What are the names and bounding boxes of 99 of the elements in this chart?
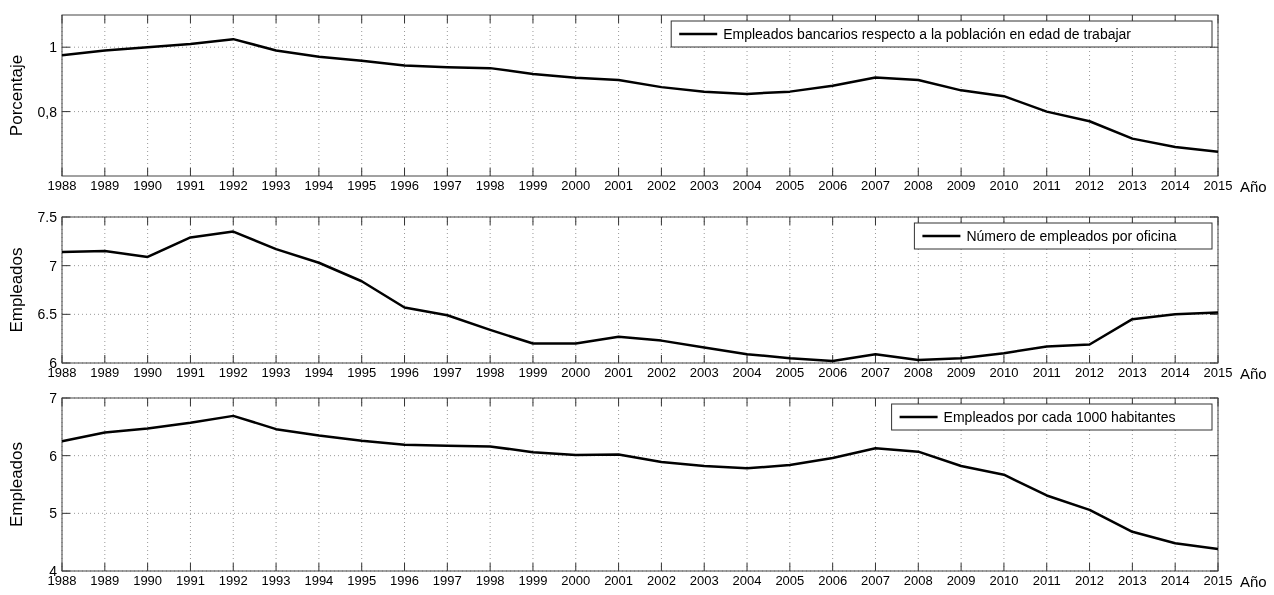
x-tick-label: 1989 [90,178,120,193]
x-tick-label: 1998 [475,178,505,193]
x-tick-label: 2004 [732,365,762,380]
x-tick-label: 2003 [689,365,719,380]
x-tick-label: 1994 [304,365,334,380]
y-axis-title: Empleados [7,441,26,528]
y-tick-label: 7 [49,389,58,406]
x-tick-label: 2015 [1203,573,1233,588]
y-tick-label: 6.5 [37,306,58,323]
x-tick-label: 2000 [561,365,591,380]
x-tick-label: 1996 [390,178,419,193]
x-tick-label: 2006 [818,365,848,380]
x-tick-label: 1992 [218,573,248,588]
x-tick-label: 2014 [1160,573,1190,588]
y-tick-label: 0,8 [37,103,58,120]
x-tick-label: 2010 [989,573,1019,588]
x-tick-label: 2007 [861,365,890,380]
x-tick-label: 1998 [475,365,505,380]
x-tick-label: 1997 [432,365,462,380]
legend-label: Empleados bancarios respecto a la población en edad de trabajar [723,25,1132,42]
y-axis-title: Porcentaje [7,54,26,137]
y-tick-label: 7.5 [37,208,58,225]
x-tick-label: 2007 [861,178,890,193]
x-axis-title: Año [1240,365,1267,382]
x-tick-label: 2001 [604,178,634,193]
x-tick-label: 1999 [518,573,548,588]
x-tick-label: 1993 [261,573,291,588]
x-tick-label: 2005 [775,573,805,588]
x-tick-label: 2011 [1032,365,1061,380]
x-tick-label: 2014 [1160,365,1190,380]
x-tick-label: 2001 [604,573,634,588]
x-tick-label: 1993 [261,365,291,380]
x-tick-label: 2015 [1203,178,1233,193]
x-tick-label: 2009 [946,365,976,380]
x-tick-label: 2009 [946,178,976,193]
x-axis-title: Año [1240,573,1267,590]
x-tick-label: 2003 [689,573,719,588]
x-tick-label: 1994 [304,178,334,193]
x-tick-label: 2006 [818,178,848,193]
x-tick-label: 2009 [946,573,976,588]
x-tick-label: 1995 [347,178,377,193]
x-tick-label: 2000 [561,178,591,193]
x-tick-label: 1988 [47,178,77,193]
y-tick-label: 6 [49,447,58,464]
x-tick-label: 2015 [1203,365,1233,380]
x-tick-label: 1998 [475,573,505,588]
x-tick-label: 1997 [432,573,462,588]
x-tick-label: 2013 [1117,178,1147,193]
x-tick-label: 1990 [133,365,163,380]
x-tick-label: 1992 [218,365,248,380]
x-tick-label: 2005 [775,365,805,380]
x-tick-label: 1994 [304,573,334,588]
y-tick-label: 5 [49,505,58,522]
x-tick-label: 2011 [1032,178,1061,193]
x-tick-label: 1995 [347,365,377,380]
x-tick-label: 2008 [903,178,933,193]
x-tick-label: 2000 [561,573,591,588]
x-tick-label: 2013 [1117,365,1147,380]
x-tick-label: 2010 [989,178,1019,193]
x-tick-label: 2008 [903,365,933,380]
x-tick-label: 2007 [861,573,890,588]
legend-label: Empleados por cada 1000 habitantes [943,408,1176,425]
x-tick-label: 1990 [133,573,163,588]
x-tick-label: 2011 [1032,573,1061,588]
x-tick-label: 2012 [1075,178,1105,193]
y-axis-title: Empleados [7,247,26,333]
x-tick-label: 1991 [175,178,205,193]
x-tick-label: 2008 [903,573,933,588]
x-tick-label: 1993 [261,178,291,193]
x-tick-label: 1999 [518,365,548,380]
x-tick-label: 1990 [133,178,163,193]
x-tick-label: 1999 [518,178,548,193]
x-tick-label: 2002 [646,178,676,193]
x-tick-label: 2006 [818,573,848,588]
x-tick-label: 1989 [90,573,120,588]
x-tick-label: 1991 [175,365,205,380]
y-tick-label: 7 [49,257,58,274]
x-tick-label: 1996 [390,365,419,380]
x-tick-label: 1991 [175,573,205,588]
x-tick-label: 2010 [989,365,1019,380]
x-tick-label: 2012 [1075,365,1105,380]
x-tick-label: 1989 [90,365,120,380]
x-tick-label: 2005 [775,178,805,193]
x-tick-label: 2003 [689,178,719,193]
x-tick-label: 2014 [1160,178,1190,193]
x-tick-label: 1995 [347,573,377,588]
x-tick-label: 2002 [646,365,676,380]
x-tick-label: 2013 [1117,573,1147,588]
x-tick-label: 1992 [218,178,248,193]
x-axis-title: Año [1240,178,1267,195]
x-tick-label: 2001 [604,365,634,380]
x-tick-label: 1997 [432,178,462,193]
legend-label: Número de empleados por oficina [966,227,1177,244]
x-tick-label: 2002 [646,573,676,588]
x-tick-label: 1996 [390,573,419,588]
x-tick-label: 2004 [732,178,762,193]
x-tick-label: 2012 [1075,573,1105,588]
x-tick-label: 2004 [732,573,762,588]
y-tick-label: 1 [49,39,58,56]
